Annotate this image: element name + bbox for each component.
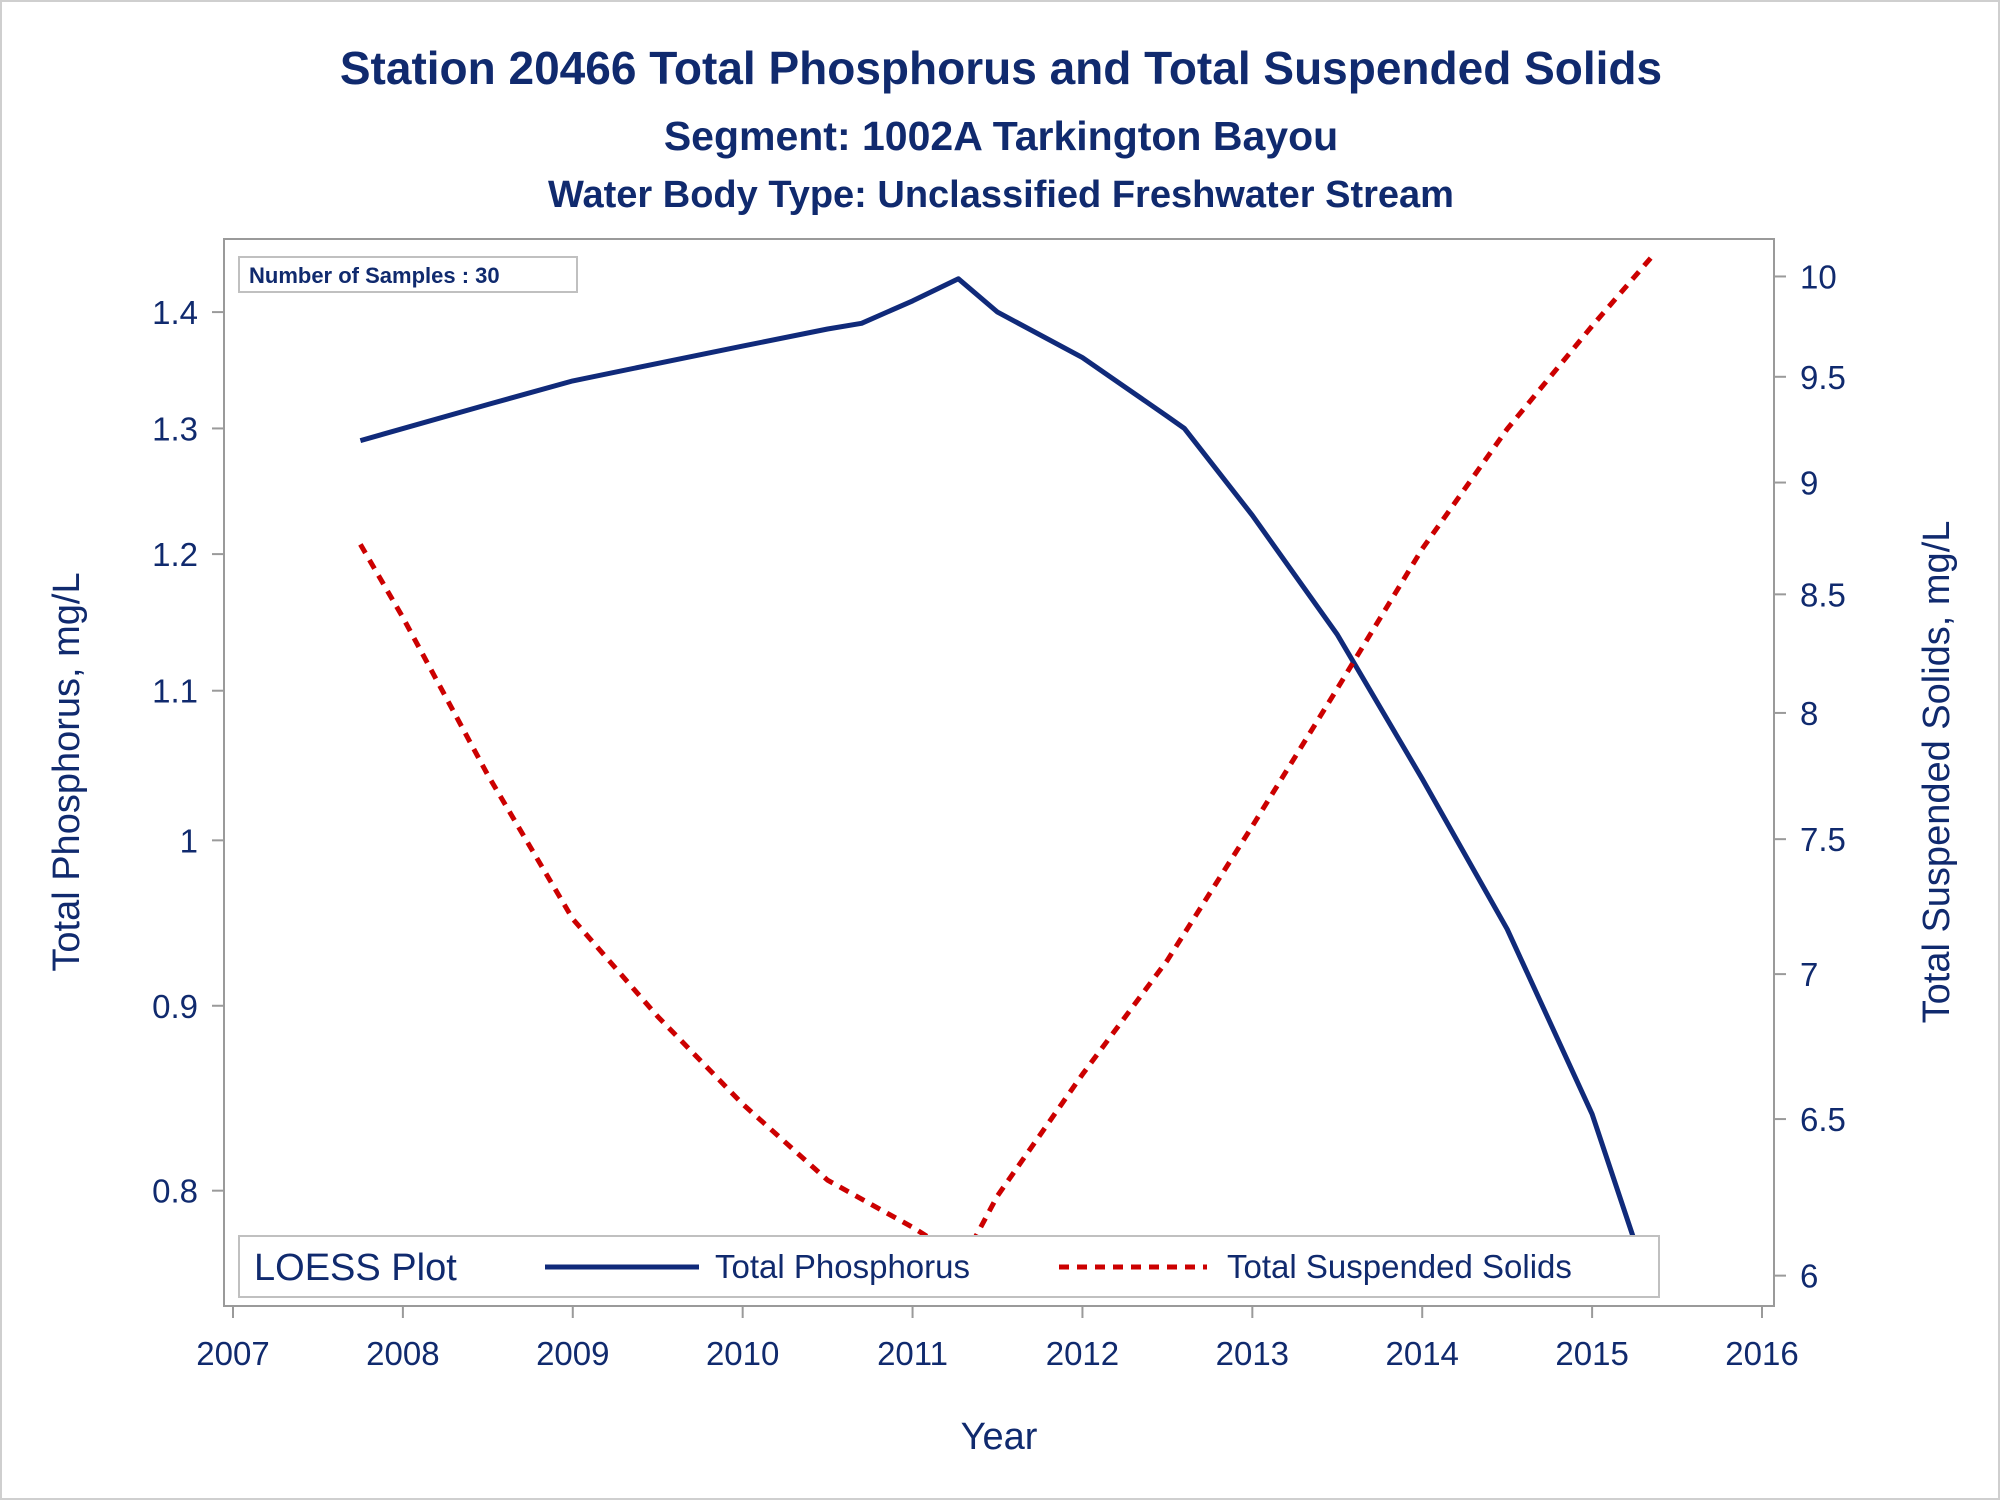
x-tick-label: 2015: [1555, 1335, 1628, 1372]
y-tick-label: 0.9: [152, 988, 198, 1025]
x-tick-label: 2009: [536, 1335, 609, 1372]
chart-subtitle-segment: Segment: 1002A Tarkington Bayou: [664, 113, 1338, 159]
samples-inset-box: [238, 256, 578, 293]
x-tick-label: 2013: [1216, 1335, 1289, 1372]
series-line-phosphorus: [359, 276, 1654, 1293]
y2-tick-label: 6: [1800, 1258, 1818, 1295]
y2-tick-label: 7: [1800, 956, 1818, 993]
y2-tick-label: 6.5: [1800, 1101, 1846, 1138]
y-tick-label: 0.8: [152, 1173, 198, 1210]
y-tick-label: 1.2: [152, 536, 198, 573]
x-tick-label: 2016: [1725, 1335, 1798, 1372]
y2-tick-label: 9.5: [1800, 359, 1846, 396]
legend: LOESS Plot Total Phosphorus Total Suspen…: [238, 1235, 1660, 1298]
plot-area: [223, 238, 1775, 1307]
y2-axis-label: Total Suspended Solids, mg/L: [1916, 521, 1958, 1024]
y-tick-label: 1.1: [152, 673, 198, 710]
y2-tick-label: 9: [1800, 465, 1818, 502]
y-axis-label: Total Phosphorus, mg/L: [46, 572, 88, 971]
y-tick-label: 1.3: [152, 410, 198, 447]
chart-title: Station 20466 Total Phosphorus and Total…: [340, 42, 1662, 94]
y-axis-left: 0.8 0.9 1 1.1 1.2 1.3 1.4: [152, 294, 224, 1210]
x-tick-label: 2007: [196, 1335, 269, 1372]
x-tick-label: 2011: [877, 1335, 948, 1372]
x-axis-label: Year: [961, 1416, 1038, 1458]
y2-tick-label: 10: [1800, 258, 1837, 295]
series-line-tss: [358, 255, 1654, 1262]
legend-label-phosphorus: Total Phosphorus: [715, 1248, 970, 1285]
chart-subtitle-waterbody: Water Body Type: Unclassified Freshwater…: [548, 174, 1454, 216]
y-tick-label: 1.4: [152, 294, 198, 331]
legend-label-tss: Total Suspended Solids: [1227, 1248, 1572, 1285]
y2-tick-label: 7.5: [1800, 821, 1846, 858]
x-axis: 2007 2008 2009 2010 2011 2012 2013 2014 2015 2016: [196, 1306, 1799, 1372]
y-tick-label: 1: [180, 822, 198, 859]
x-tick-label: 2012: [1046, 1335, 1119, 1372]
x-tick-label: 2010: [706, 1335, 779, 1372]
y-axis-right: 6 6.5 7 7.5 8 8.5 9 9.5 10: [1774, 258, 1846, 1295]
series-layer: [358, 255, 1654, 1293]
x-tick-label: 2014: [1386, 1335, 1459, 1372]
legend-box: [238, 1235, 1660, 1298]
x-tick-label: 2008: [366, 1335, 439, 1372]
y2-tick-label: 8: [1800, 695, 1818, 732]
y2-tick-label: 8.5: [1800, 576, 1846, 613]
samples-count-label: Number of Samples : 30: [249, 263, 500, 288]
legend-title: LOESS Plot: [254, 1247, 457, 1289]
